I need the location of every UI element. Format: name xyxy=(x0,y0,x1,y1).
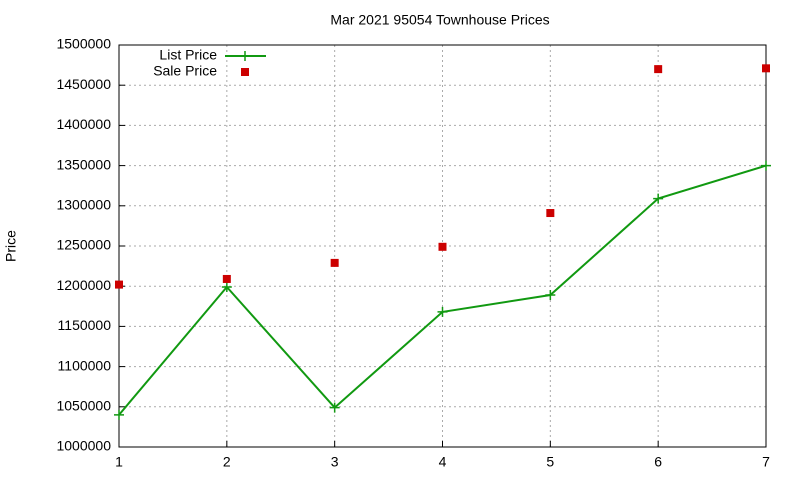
data-point xyxy=(546,209,555,218)
data-point xyxy=(221,282,232,293)
legend-label: List Price xyxy=(159,47,217,63)
y-tick-label: 1350000 xyxy=(56,156,111,172)
x-tick-label: 7 xyxy=(762,454,770,470)
data-point xyxy=(114,409,124,420)
x-tick-label: 2 xyxy=(223,454,231,470)
y-tick-label: 1100000 xyxy=(58,357,112,373)
plot-border xyxy=(118,44,767,448)
data-point xyxy=(222,274,231,283)
data-point xyxy=(437,306,448,317)
x-tick-label: 1 xyxy=(115,454,123,470)
y-tick-label: 1300000 xyxy=(56,197,111,213)
data-point xyxy=(329,402,340,413)
chart-title: Mar 2021 95054 Townhouse Prices xyxy=(330,12,549,28)
y-tick-label: 1050000 xyxy=(56,398,111,414)
data-point xyxy=(761,160,771,171)
y-tick-label: 1500000 xyxy=(56,36,111,52)
legend-label: Sale Price xyxy=(153,63,217,79)
x-tick-label: 6 xyxy=(654,454,662,470)
x-tick-label: 3 xyxy=(331,454,339,470)
data-point xyxy=(545,290,556,301)
y-axis-label: Price xyxy=(3,230,19,262)
y-tick-label: 1000000 xyxy=(56,438,111,454)
data-point xyxy=(654,65,663,74)
y-tick-label: 1150000 xyxy=(58,317,112,333)
y-tick-label: 1400000 xyxy=(56,116,111,132)
x-tick-label: 4 xyxy=(439,454,447,470)
data-point xyxy=(330,258,339,267)
data-point xyxy=(653,193,664,204)
x-tick-label: 5 xyxy=(546,454,554,470)
y-tick-label: 1450000 xyxy=(56,76,111,92)
legend-marker xyxy=(240,51,250,61)
data-point xyxy=(762,64,770,73)
data-point xyxy=(115,280,123,289)
legend-marker xyxy=(241,68,249,76)
data-point xyxy=(438,242,447,251)
y-tick-label: 1200000 xyxy=(56,277,111,293)
y-tick-label: 1250000 xyxy=(56,237,111,253)
